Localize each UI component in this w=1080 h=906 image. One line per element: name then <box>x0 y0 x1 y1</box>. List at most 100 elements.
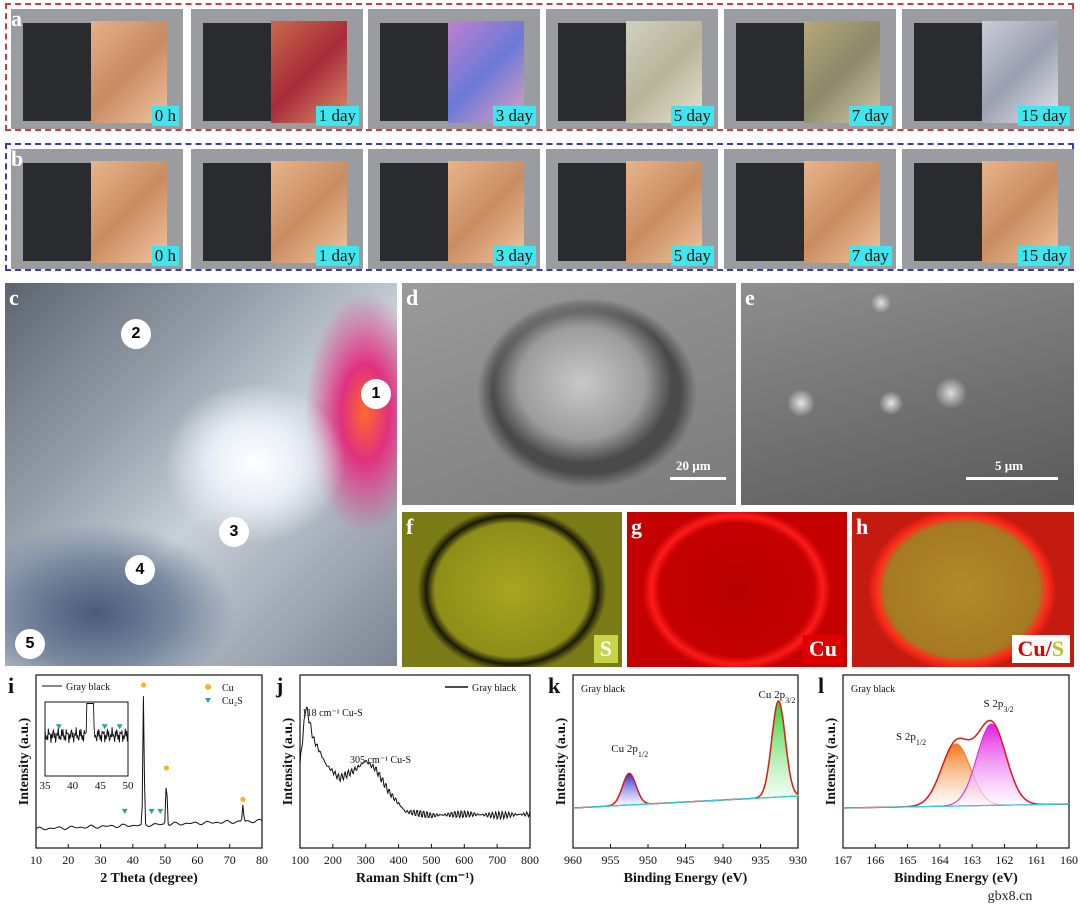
inset-line <box>44 703 129 744</box>
map-tag-cu: Cu <box>802 635 843 663</box>
peak-label: S 2p1/2 <box>896 731 926 747</box>
inset-frame <box>44 701 129 777</box>
black-sample <box>23 163 99 261</box>
time-label: 0 h <box>151 106 179 126</box>
peak-label: Cu 2p3/2 <box>759 689 796 705</box>
x-tick-label: 930 <box>789 853 807 867</box>
map-tag-slash: / <box>1045 636 1052 661</box>
black-sample <box>380 23 456 121</box>
peak-area <box>843 723 1069 809</box>
x-tick-label: 400 <box>390 853 408 867</box>
black-sample <box>914 163 990 261</box>
x-tick-label: 200 <box>324 853 342 867</box>
cu2s-peak-marker <box>121 808 128 814</box>
peak-label-sub: 1/2 <box>638 750 648 759</box>
black-sample <box>380 163 456 261</box>
panel-h-map: h Cu/S <box>852 512 1074 667</box>
time-label: 7 day <box>848 106 892 126</box>
panel-letter-k: k <box>548 673 561 698</box>
time-label: 15 day <box>1018 106 1070 126</box>
background-line <box>843 803 1069 809</box>
x-tick-label: 162 <box>995 853 1013 867</box>
x-tick-label: 500 <box>422 853 440 867</box>
x-tick-label: 950 <box>639 853 657 867</box>
inset-cu2s-marker <box>55 724 62 730</box>
time-label: 5 day <box>670 106 714 126</box>
time-label: 0 h <box>151 246 179 266</box>
cu-peak-marker <box>163 765 170 771</box>
panel-letter-f: f <box>406 514 414 539</box>
panel-letter-h: h <box>856 514 869 539</box>
map-tag-s: S <box>593 635 618 663</box>
photo-b-4: 7 day <box>724 149 896 269</box>
cu-peak-marker <box>240 796 246 803</box>
plot-frame-k <box>572 674 799 849</box>
peak-area <box>572 700 799 809</box>
x-tick-label: 167 <box>834 853 852 867</box>
peak-label: S 2p3/2 <box>984 698 1014 714</box>
black-sample <box>203 163 279 261</box>
photo-a-4: 7 day <box>724 9 896 129</box>
map-tag-s-part: S <box>1051 636 1064 661</box>
panel-letter-e: e <box>745 285 755 310</box>
y-axis-label: Intensity (a.u.) <box>554 717 569 805</box>
plot-frame-l <box>842 674 1070 849</box>
marker-4: 4 <box>125 555 155 585</box>
peak-label-sub: 3/2 <box>1003 705 1013 714</box>
marker-5: 5 <box>15 629 45 659</box>
x-tick-label: 300 <box>357 853 375 867</box>
xrd-line <box>35 696 263 831</box>
x-tick-label: 20 <box>62 853 74 867</box>
photo-b-0: 0 h <box>11 149 183 269</box>
black-sample <box>736 163 812 261</box>
panel-letter-a: a <box>11 6 22 31</box>
scale-label-e: 5 µm <box>995 458 1024 473</box>
x-tick-label: 935 <box>752 853 770 867</box>
x-tick-label: 60 <box>191 853 203 867</box>
panel-d-sem: d 20 µm <box>402 283 736 505</box>
peak-label: Cu 2p1/2 <box>611 743 648 759</box>
background-line <box>572 795 799 809</box>
cu2s-peak-marker <box>148 808 155 814</box>
x-tick-label: 70 <box>224 853 236 867</box>
row-a-box: 0 h 1 day 3 day 5 day 7 day 15 day a <box>5 3 1074 131</box>
time-label: 15 day <box>1018 246 1070 266</box>
scale-bar-d <box>670 477 726 480</box>
x-tick-label: 955 <box>602 853 620 867</box>
legend-marker-cu2s <box>205 698 211 703</box>
photo-a-0: 0 h <box>11 9 183 129</box>
black-sample <box>23 23 99 121</box>
cu2s-peak-marker <box>157 808 164 814</box>
x-tick-label: 160 <box>1060 853 1078 867</box>
scale-label-d: 20 µm <box>676 458 711 473</box>
photo-a-1: 1 day <box>191 9 363 129</box>
panel-letter-d: d <box>406 285 419 310</box>
legend-label: Gray black <box>472 683 516 694</box>
inset-cu2s-marker <box>116 724 123 730</box>
watermark: gbx8.cn <box>988 889 1033 904</box>
x-tick-label: 40 <box>127 853 139 867</box>
x-axis-label: Binding Energy (eV) <box>624 871 748 886</box>
row-b-box: 0 h 1 day 3 day 5 day 7 day 15 day b <box>5 143 1074 271</box>
black-sample <box>558 163 634 261</box>
chart-title: Gray black <box>851 684 895 695</box>
panel-letter-i: i <box>8 673 14 698</box>
panel-letter-l: l <box>818 673 824 698</box>
y-axis-label: Intensity (a.u.) <box>824 717 839 805</box>
time-label: 3 day <box>492 246 536 266</box>
panel-c-photo: c 1 2 3 4 5 <box>5 283 397 666</box>
x-tick-label: 164 <box>931 853 949 867</box>
x-tick-label: 960 <box>564 853 582 867</box>
x-tick-label: 100 <box>291 853 309 867</box>
map-tag-cus: Cu/S <box>1011 635 1070 663</box>
panel-f-map: f S <box>402 512 622 667</box>
black-sample <box>203 23 279 121</box>
time-label: 1 day <box>315 246 359 266</box>
plot-frame-i <box>35 674 263 849</box>
peak-area <box>843 743 1069 809</box>
x-axis-label: Raman Shift (cm⁻¹) <box>356 871 474 886</box>
x-tick-label: 50 <box>159 853 171 867</box>
x-tick-label: 700 <box>488 853 506 867</box>
time-label: 3 day <box>492 106 536 126</box>
inset-tick-label: 50 <box>123 780 135 792</box>
